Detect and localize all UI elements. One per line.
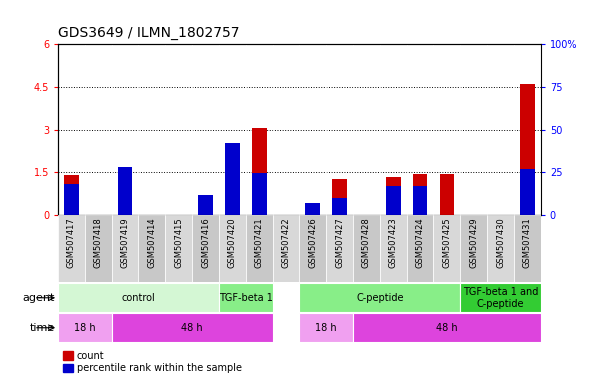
Text: GSM507421: GSM507421 xyxy=(255,217,264,268)
Bar xyxy=(520,169,535,215)
Text: TGF-beta 1: TGF-beta 1 xyxy=(219,293,273,303)
Text: GSM507422: GSM507422 xyxy=(282,217,290,268)
Bar xyxy=(439,174,454,215)
Text: GSM507419: GSM507419 xyxy=(120,217,130,268)
Text: GSM507414: GSM507414 xyxy=(147,217,156,268)
Text: 18 h: 18 h xyxy=(74,323,96,333)
Bar xyxy=(407,215,433,282)
Bar xyxy=(273,215,299,282)
Text: GSM507425: GSM507425 xyxy=(442,217,452,268)
Text: TGF-beta 1 and
C-peptide: TGF-beta 1 and C-peptide xyxy=(463,287,538,309)
Bar xyxy=(118,167,133,215)
Text: 48 h: 48 h xyxy=(181,323,203,333)
Bar xyxy=(246,215,273,282)
Text: GSM507424: GSM507424 xyxy=(415,217,425,268)
Bar xyxy=(326,215,353,282)
Text: GSM507415: GSM507415 xyxy=(174,217,183,268)
Text: GSM507429: GSM507429 xyxy=(469,217,478,268)
Text: GSM507428: GSM507428 xyxy=(362,217,371,268)
Text: GSM507423: GSM507423 xyxy=(389,217,398,268)
Bar xyxy=(412,174,428,215)
Bar xyxy=(412,186,428,215)
Bar xyxy=(252,128,266,215)
Legend: count, percentile rank within the sample: count, percentile rank within the sample xyxy=(63,351,241,373)
Bar xyxy=(64,175,79,215)
Text: time: time xyxy=(30,323,55,333)
Bar xyxy=(85,215,112,282)
Bar xyxy=(64,184,79,215)
Text: C-peptide: C-peptide xyxy=(356,293,404,303)
Bar xyxy=(112,215,139,282)
Bar xyxy=(487,215,514,282)
Text: GSM507427: GSM507427 xyxy=(335,217,344,268)
Bar xyxy=(386,186,401,215)
Bar xyxy=(332,198,347,215)
Bar xyxy=(58,313,112,342)
Bar xyxy=(433,215,460,282)
Bar xyxy=(332,179,347,215)
Text: GDS3649 / ILMN_1802757: GDS3649 / ILMN_1802757 xyxy=(58,26,240,40)
Bar xyxy=(299,283,460,312)
Text: GSM507431: GSM507431 xyxy=(523,217,532,268)
Bar xyxy=(514,215,541,282)
Bar xyxy=(252,173,266,215)
Bar xyxy=(219,215,246,282)
Text: 48 h: 48 h xyxy=(436,323,458,333)
Bar xyxy=(198,195,213,215)
Bar xyxy=(386,177,401,215)
Bar xyxy=(58,283,219,312)
Text: agent: agent xyxy=(23,293,55,303)
Bar xyxy=(58,215,85,282)
Text: GSM507418: GSM507418 xyxy=(93,217,103,268)
Bar xyxy=(225,143,240,215)
Text: GSM507417: GSM507417 xyxy=(67,217,76,268)
Bar xyxy=(380,215,407,282)
Text: control: control xyxy=(122,293,155,303)
Bar xyxy=(198,213,213,215)
Text: GSM507420: GSM507420 xyxy=(228,217,237,268)
Text: 18 h: 18 h xyxy=(315,323,337,333)
Bar xyxy=(219,283,273,312)
Bar xyxy=(353,313,541,342)
Bar xyxy=(299,313,353,342)
Bar xyxy=(306,203,320,215)
Bar xyxy=(353,215,380,282)
Bar xyxy=(460,283,541,312)
Bar xyxy=(520,84,535,215)
Bar xyxy=(192,215,219,282)
Bar xyxy=(112,313,273,342)
Bar xyxy=(166,215,192,282)
Text: GSM507416: GSM507416 xyxy=(201,217,210,268)
Bar xyxy=(299,215,326,282)
Text: GSM507426: GSM507426 xyxy=(309,217,317,268)
Bar xyxy=(460,215,487,282)
Bar xyxy=(139,215,166,282)
Text: GSM507430: GSM507430 xyxy=(496,217,505,268)
Bar xyxy=(118,167,133,215)
